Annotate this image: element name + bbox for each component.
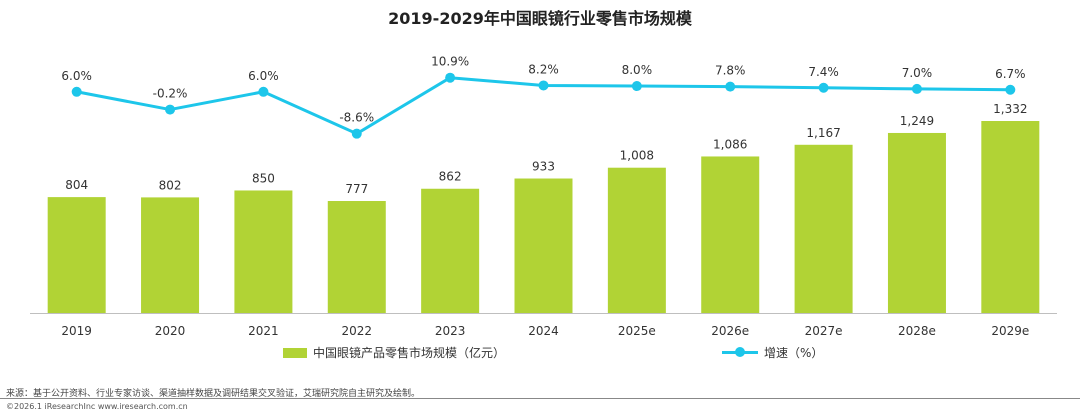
x-tick-label: 2028e: [898, 324, 936, 338]
bar-value-label: 1,167: [806, 126, 840, 140]
legend-bar-swatch: [283, 347, 307, 358]
growth-value-label: 8.0%: [622, 63, 653, 77]
source-note: 来源：基于公开资料、行业专家访谈、渠道抽样数据及调研结果交叉验证，艾瑞研究院自主…: [6, 389, 421, 399]
growth-value-label: 7.8%: [715, 64, 746, 78]
bar: [887, 132, 946, 313]
x-tick-label: 2029e: [991, 324, 1029, 338]
bar: [327, 201, 386, 313]
legend: 中国眼镜产品零售市场规模（亿元） 增速（%）: [0, 344, 1080, 364]
x-tick-label: 2025e: [618, 324, 656, 338]
growth-value-label: -0.2%: [153, 87, 188, 101]
bar: [514, 178, 573, 313]
bar-value-label: 777: [345, 182, 368, 196]
bar-value-label: 933: [532, 160, 555, 174]
x-tick-label: 2022: [341, 324, 372, 338]
growth-value-label: 10.9%: [431, 55, 469, 69]
growth-value-label: 6.7%: [995, 67, 1026, 81]
x-tick-label: 2027e: [805, 324, 843, 338]
x-tick-label: 2020: [155, 324, 186, 338]
x-tick-label: 2019: [61, 324, 92, 338]
growth-point: [445, 72, 456, 83]
growth-point: [71, 86, 82, 97]
bar-value-label: 862: [439, 170, 462, 184]
bar-value-label: 804: [65, 178, 88, 192]
bar: [607, 167, 666, 313]
legend-line-label: 增速（%）: [764, 346, 824, 360]
bar: [794, 144, 853, 313]
bar-value-label: 850: [252, 171, 275, 185]
bar-value-label: 1,008: [620, 149, 654, 163]
bar: [234, 190, 293, 313]
growth-point: [911, 83, 922, 94]
chart-title: 2019-2029年中国眼镜行业零售市场规模: [388, 9, 692, 28]
growth-point: [351, 128, 362, 139]
growth-point: [631, 81, 642, 92]
bar: [701, 156, 760, 313]
growth-value-label: 6.0%: [61, 69, 92, 83]
bar-value-label: 802: [159, 178, 182, 192]
growth-point: [165, 104, 176, 115]
bar: [981, 121, 1040, 313]
bar-value-label: 1,086: [713, 137, 747, 151]
bar: [141, 197, 200, 313]
chart: 804 802 850 777 862 933 1,008 1,086 1,167 1,249 1,…: [30, 55, 1057, 338]
growth-point: [725, 81, 736, 92]
bar: [421, 188, 480, 313]
growth-value-label: 7.4%: [808, 65, 839, 79]
x-tick-label: 2023: [435, 324, 466, 338]
legend-item-line: 增速（%）: [722, 344, 823, 361]
x-tick-label: 2026e: [711, 324, 749, 338]
legend-bar-label: 中国眼镜产品零售市场规模（亿元）: [313, 346, 506, 360]
x-tick-label: 2021: [248, 324, 279, 338]
legend-line-marker: [722, 347, 758, 357]
growth-value-label: 7.0%: [902, 66, 933, 80]
growth-point: [818, 82, 829, 93]
growth-point: [538, 80, 549, 91]
bar-value-label: 1,249: [900, 114, 934, 128]
growth-point: [1005, 84, 1016, 95]
growth-value-label: 6.0%: [248, 69, 279, 83]
x-tick-label: 2024: [528, 324, 559, 338]
bar: [47, 197, 106, 313]
growth-value-label: 8.2%: [528, 62, 559, 76]
copyright-note: ©2026.1 iResearchInc www.iresearch.com.c…: [6, 402, 188, 411]
growth-point: [258, 86, 269, 97]
bar-value-label: 1,332: [993, 102, 1027, 116]
growth-value-label: -8.6%: [339, 111, 374, 125]
footer-divider: [0, 398, 1080, 399]
legend-item-bar: 中国眼镜产品零售市场规模（亿元）: [283, 344, 505, 361]
